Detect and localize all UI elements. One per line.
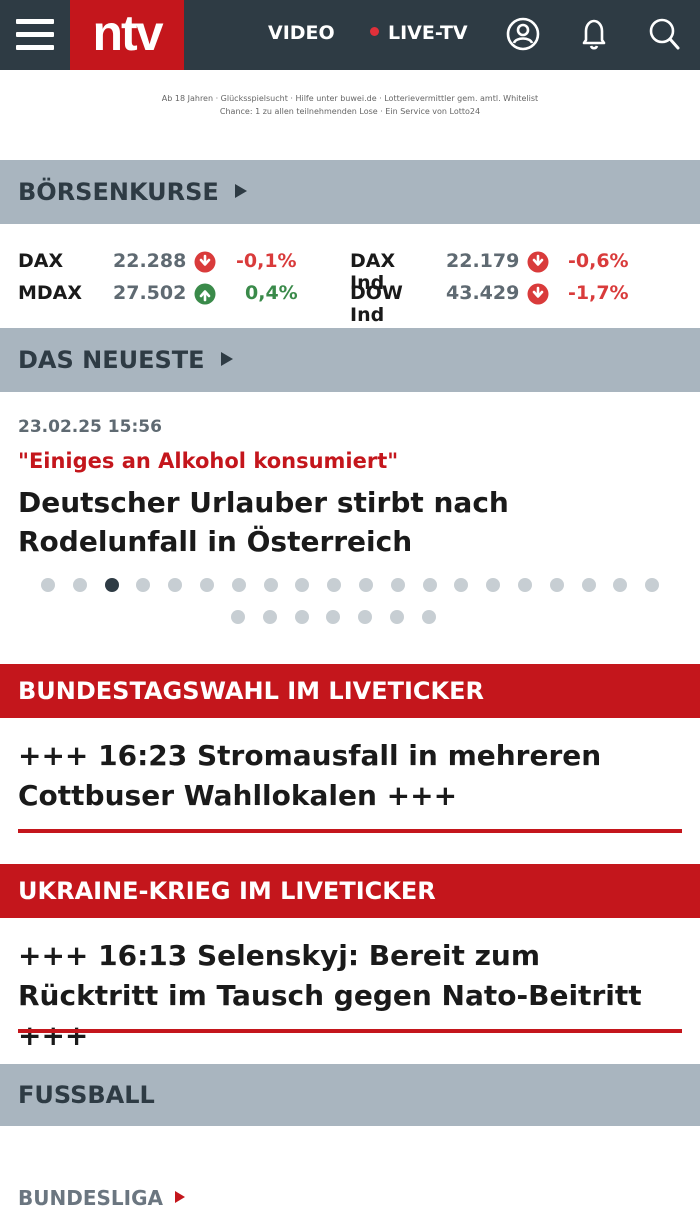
news-kicker[interactable]: "Einiges an Alkohol konsumiert" bbox=[18, 449, 399, 473]
stock-name: MDAX bbox=[18, 282, 83, 304]
nav-video-link[interactable]: VIDEO bbox=[268, 22, 335, 44]
section-title: DAS NEUESTE bbox=[18, 346, 233, 374]
carousel-dot[interactable] bbox=[645, 578, 660, 592]
carousel-dot[interactable] bbox=[359, 578, 373, 592]
carousel-dot[interactable] bbox=[421, 610, 436, 624]
carousel-dot[interactable] bbox=[613, 578, 628, 592]
search-icon[interactable] bbox=[646, 16, 682, 52]
ad-line-2: Chance: 1 zu allen teilnehmenden Lose · … bbox=[219, 107, 481, 116]
liveticker-headline-wahl[interactable]: +++ 16:23 Stromausfall in mehreren Cottb… bbox=[18, 739, 602, 812]
stock-name: DAX bbox=[18, 250, 64, 272]
nav-live-tv-link[interactable]: LIVE-TV bbox=[370, 22, 468, 44]
stock-value: 27.502 bbox=[113, 282, 187, 304]
section-title: UKRAINE-KRIEG IM LIVETICKER bbox=[18, 877, 436, 905]
carousel-dot[interactable] bbox=[41, 578, 55, 592]
carousel-dot[interactable] bbox=[72, 578, 87, 592]
user-icon[interactable] bbox=[505, 16, 541, 52]
carousel-dot[interactable] bbox=[295, 578, 310, 592]
divider bbox=[18, 829, 682, 833]
stock-value: 22.179 bbox=[446, 250, 520, 272]
ntv-logo[interactable]: ntv bbox=[70, 0, 184, 70]
stock-name: DOW Ind bbox=[350, 282, 403, 326]
carousel-dot[interactable] bbox=[390, 578, 405, 592]
chevron-right-icon bbox=[220, 352, 233, 366]
section-title-text: BÖRSENKURSE bbox=[18, 178, 219, 206]
carousel-dot[interactable] bbox=[358, 610, 373, 624]
stock-value: 22.288 bbox=[113, 250, 187, 272]
stock-name: DAX Ind bbox=[350, 250, 396, 294]
carousel-dot[interactable] bbox=[390, 610, 404, 624]
ad-line-1: Ab 18 Jahren · Glücksspielsucht · Hilfe … bbox=[161, 94, 539, 103]
carousel-dot[interactable] bbox=[294, 610, 309, 624]
section-title: FUSSBALL bbox=[18, 1081, 155, 1109]
carousel-dot[interactable] bbox=[200, 578, 214, 592]
bundesliga-link[interactable]: BUNDESLIGA bbox=[18, 1186, 185, 1210]
liveticker-headline-ukraine[interactable]: +++ 16:13 Selenskyj: Bereit zum Rücktrit… bbox=[18, 939, 642, 1052]
section-title-text: DAS NEUESTE bbox=[18, 346, 205, 374]
carousel-dot[interactable] bbox=[581, 578, 596, 592]
menu-icon[interactable] bbox=[16, 19, 54, 51]
section-header-fussball[interactable]: FUSSBALL bbox=[0, 1064, 700, 1126]
section-header-bundestagswahl[interactable]: BUNDESTAGSWAHL IM LIVETICKER bbox=[0, 664, 700, 718]
chevron-right-icon bbox=[234, 184, 247, 198]
live-dot-icon bbox=[370, 27, 379, 36]
stock-ticker: DAX 22.288 -0,1% MDAX 27.502 0,4% DAX In… bbox=[0, 224, 700, 328]
arrow-down-icon bbox=[194, 251, 216, 273]
ad-disclaimer: Ab 18 Jahren · Glücksspielsucht · Hilfe … bbox=[0, 92, 700, 118]
news-headline[interactable]: Deutscher Urlauber stirbt nach Rodelunfa… bbox=[18, 486, 509, 558]
section-header-ukraine[interactable]: UKRAINE-KRIEG IM LIVETICKER bbox=[0, 864, 700, 918]
nav-live-label: LIVE-TV bbox=[388, 22, 468, 44]
carousel-dot[interactable] bbox=[231, 610, 245, 624]
divider bbox=[18, 1029, 682, 1033]
stock-value: 43.429 bbox=[446, 282, 520, 304]
stock-change: -1,7% bbox=[568, 282, 629, 304]
carousel-dot[interactable] bbox=[326, 610, 341, 624]
carousel-dot[interactable] bbox=[454, 578, 469, 592]
carousel-dot[interactable] bbox=[104, 578, 119, 592]
section-header-boersenkurse[interactable]: BÖRSENKURSE bbox=[0, 160, 700, 224]
section-title: BÖRSENKURSE bbox=[18, 178, 247, 206]
carousel-dot[interactable] bbox=[262, 610, 277, 624]
carousel-dot[interactable] bbox=[231, 578, 246, 592]
carousel-dot[interactable] bbox=[486, 578, 501, 592]
carousel-dot[interactable] bbox=[136, 578, 151, 592]
stock-change: -0,1% bbox=[236, 250, 297, 272]
arrow-down-icon bbox=[527, 283, 549, 305]
bell-icon[interactable] bbox=[576, 16, 612, 52]
chevron-right-icon bbox=[174, 1191, 185, 1203]
bundesliga-label: BUNDESLIGA bbox=[18, 1186, 163, 1210]
section-header-das-neueste[interactable]: DAS NEUESTE bbox=[0, 328, 700, 392]
carousel-dot[interactable] bbox=[549, 578, 564, 592]
carousel-dot[interactable] bbox=[422, 578, 437, 592]
section-title: BUNDESTAGSWAHL IM LIVETICKER bbox=[18, 677, 484, 705]
carousel-dot[interactable] bbox=[518, 578, 532, 592]
stock-change: -0,6% bbox=[568, 250, 629, 272]
arrow-up-icon bbox=[194, 283, 216, 305]
news-timestamp: 23.02.25 15:56 bbox=[18, 417, 162, 437]
arrow-down-icon bbox=[527, 251, 549, 273]
top-header: ntv VIDEO LIVE-TV bbox=[0, 0, 700, 70]
stock-change: 0,4% bbox=[245, 282, 298, 304]
carousel-dot[interactable] bbox=[327, 578, 342, 592]
carousel-dot[interactable] bbox=[263, 578, 278, 592]
carousel-dot[interactable] bbox=[168, 578, 183, 592]
